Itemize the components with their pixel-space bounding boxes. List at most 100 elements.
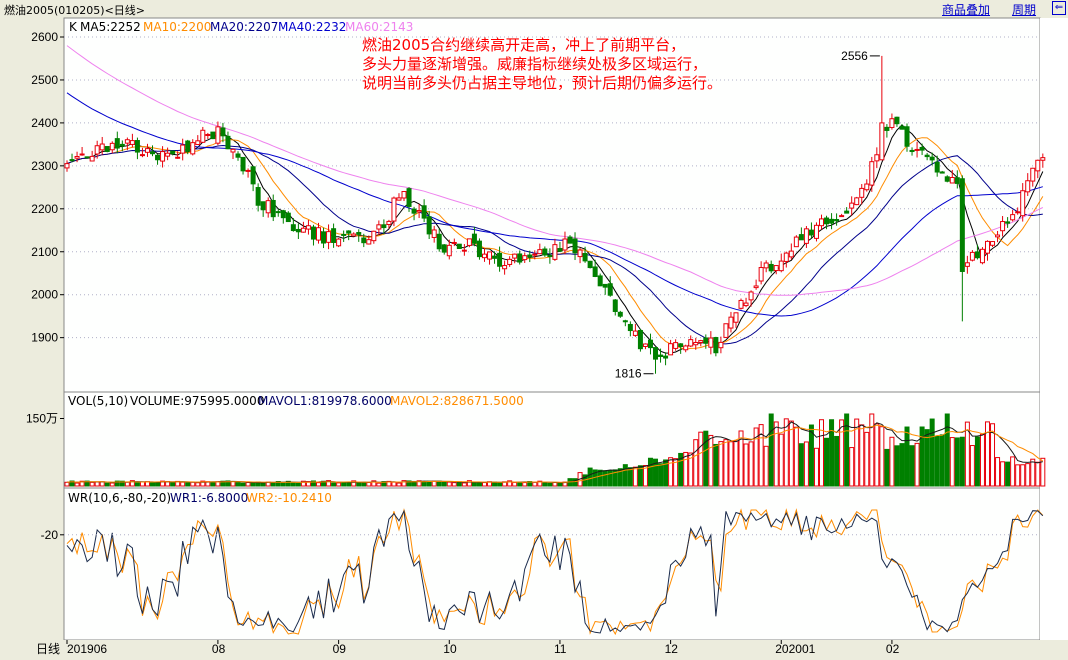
volume-legend: VOLUME:975995.0000 [130,394,264,408]
candle-body [894,116,900,125]
volume-bar [708,434,714,487]
overlay-button[interactable]: 商品叠加 [942,3,991,17]
low-label: 1816 [615,367,642,381]
volume-bar [441,481,447,487]
candle-body [180,144,186,154]
candle-body [225,135,231,150]
price-tick-label: 1900 [31,331,58,345]
volume-bar [854,418,860,487]
candle-body [336,238,342,247]
candle-body [74,156,80,159]
volume-bar [748,441,754,487]
high-label: 2556 [841,49,868,63]
candle-body [185,140,191,152]
candle-body [899,125,905,130]
mavol2-legend: MAVOL2:828671.5000 [390,394,524,408]
volume-bar [114,480,120,487]
candle-body [290,224,296,232]
volume-bar [386,480,392,487]
wr-tick-label: -20 [41,528,59,542]
volume-bar [104,482,110,487]
candle-body [723,323,729,338]
candle-body [421,205,427,219]
candle-body [753,285,759,289]
volume-bar [738,430,744,487]
candle-body [411,208,417,214]
candle-body [547,254,553,258]
volume-bar [446,481,452,487]
candle-body [190,142,196,155]
candle-body [371,230,377,242]
volume-bar [658,463,664,487]
candle-body [124,139,130,144]
candle-body [139,154,145,157]
candle-body [497,252,503,267]
candle-body [919,146,925,151]
volume-bar [824,437,830,487]
volume-bar [723,439,729,487]
candle-body [889,118,895,128]
candle-body [170,150,176,154]
price-tick-label: 2400 [31,116,58,130]
candle-body [1025,180,1031,193]
candle-body [612,299,618,312]
candle-body [150,151,156,155]
volume-bar [979,433,985,487]
wr1-line [66,509,1044,634]
mavol2-line [66,424,1044,483]
candle-body [295,228,301,233]
candle-body [64,163,70,169]
volume-bar [270,481,276,487]
candle-body [255,187,261,206]
candle-body [160,151,166,162]
x-tick-label: 09 [333,642,347,656]
candle-body [129,140,135,145]
volume-bar [240,482,246,487]
volume-bar [356,482,362,487]
volume-bar [954,437,960,487]
window-title: 燃油2005(010205)<日线> [4,4,146,17]
volume-bar [532,481,538,487]
volume-bar [295,482,301,487]
candle-body [512,253,518,259]
volume-bar [924,429,930,487]
candle-body [673,342,679,349]
volume-bar [808,424,814,487]
volume-bar [64,481,70,487]
candle-body [481,253,487,259]
volume-bar [396,482,402,487]
volume-bar [758,424,764,487]
price-tick-label: 2500 [31,73,58,87]
candle-body [718,341,724,349]
volume-bar [839,419,845,487]
volume-bar [909,445,915,487]
volume-bar [783,418,789,487]
volume-bar [904,426,910,487]
candle-body [653,347,659,360]
volume-bar [969,445,975,487]
volume-bar [1035,461,1041,487]
candle-body [436,233,442,250]
wr-panel [63,487,1041,641]
volume-bar [693,439,699,487]
candle-body [492,255,498,259]
period-button[interactable]: 周期 [1012,3,1037,17]
volume-bar [1020,464,1026,487]
ma20-legend: MA20:2207 [210,20,278,34]
x-tick-label: 202001 [775,642,815,656]
candle-body [386,220,392,225]
export-icon[interactable]: ⇐ [1052,1,1066,15]
volume-bar [813,447,819,487]
volume-bar [391,481,397,487]
candle-body [331,228,337,243]
candle-body [979,248,985,264]
candle-body [366,239,372,245]
candle-body [562,238,568,251]
candle-body [175,156,181,159]
k-legend: K [69,20,78,34]
candle-body [778,260,784,272]
volume-bar [109,482,115,487]
candle-body [310,226,316,240]
volume-bar [914,442,920,487]
candle-body [316,227,321,241]
